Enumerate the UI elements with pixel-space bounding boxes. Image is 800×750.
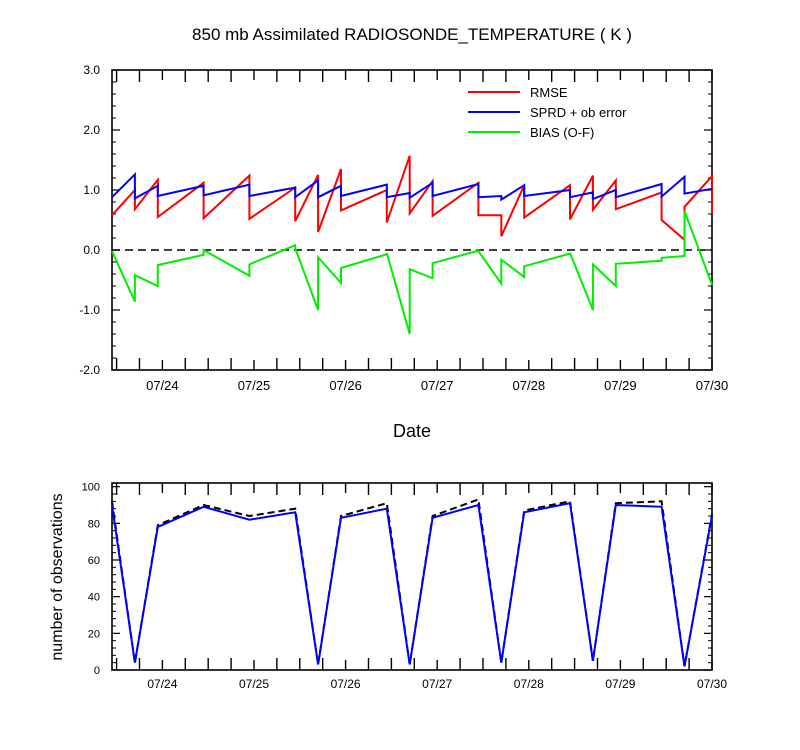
y-tick-label: 0.0 bbox=[83, 243, 100, 257]
y-tick-label: 3.0 bbox=[83, 63, 100, 77]
x-tick-label: 07/30 bbox=[696, 378, 729, 393]
series-line-rmse bbox=[111, 155, 713, 242]
x-tick-label: 07/29 bbox=[605, 677, 635, 691]
y-tick-label: -1.0 bbox=[79, 303, 100, 317]
series-line-sprd-ob-error bbox=[111, 171, 713, 202]
x-tick-label: 07/30 bbox=[697, 677, 727, 691]
y-tick-label: 1.0 bbox=[83, 183, 100, 197]
chart-title: 850 mb Assimilated RADIOSONDE_TEMPERATUR… bbox=[192, 25, 632, 44]
y-tick-label: 60 bbox=[88, 555, 100, 567]
bottom-chart: 0 20 40 60 80 100 07/24 07/25 07/26 07/27 07/28 07/… bbox=[82, 482, 728, 691]
x-tick-label: 07/26 bbox=[331, 677, 361, 691]
x-tick-label: 07/26 bbox=[329, 378, 362, 393]
top-chart: -2.0 -1.0 0.0 1.0 2.0 3.0 07/24 07/25 07/26 07/27… bbox=[79, 63, 728, 393]
y-tick-label: 20 bbox=[88, 628, 100, 640]
x-tick-label: 07/28 bbox=[513, 378, 546, 393]
y-tick-label: 80 bbox=[88, 518, 100, 530]
x-tick-label: 07/24 bbox=[147, 677, 177, 691]
y-tick-label: 0 bbox=[94, 665, 100, 677]
x-tick-label: 07/27 bbox=[421, 378, 454, 393]
x-tick-label: 07/25 bbox=[238, 378, 271, 393]
x-tick-label: 07/27 bbox=[422, 677, 452, 691]
legend: RMSE SPRD + ob error BIAS (O-F) bbox=[468, 85, 627, 140]
y-tick-label: 100 bbox=[82, 482, 100, 494]
x-axis-label: Date bbox=[393, 421, 431, 441]
series-line-dashed-0 bbox=[111, 498, 713, 667]
y-tick-label: 2.0 bbox=[83, 123, 100, 137]
legend-label: RMSE bbox=[530, 85, 568, 100]
y-axis-label-observations: number of observations bbox=[49, 493, 66, 660]
y-tick-label: -2.0 bbox=[79, 363, 100, 377]
x-tick-label: 07/29 bbox=[604, 378, 637, 393]
plot-frame bbox=[111, 69, 713, 371]
x-tick-label: 07/24 bbox=[146, 378, 179, 393]
y-tick-label: 40 bbox=[88, 592, 100, 604]
legend-label: SPRD + ob error bbox=[530, 105, 627, 120]
x-tick-label: 07/25 bbox=[239, 677, 269, 691]
series-line-bias-o-f bbox=[111, 210, 713, 335]
plot-frame bbox=[111, 482, 713, 671]
x-tick-label: 07/28 bbox=[514, 677, 544, 691]
series-line-solid-1 bbox=[111, 502, 713, 667]
legend-label: BIAS (O-F) bbox=[530, 125, 594, 140]
